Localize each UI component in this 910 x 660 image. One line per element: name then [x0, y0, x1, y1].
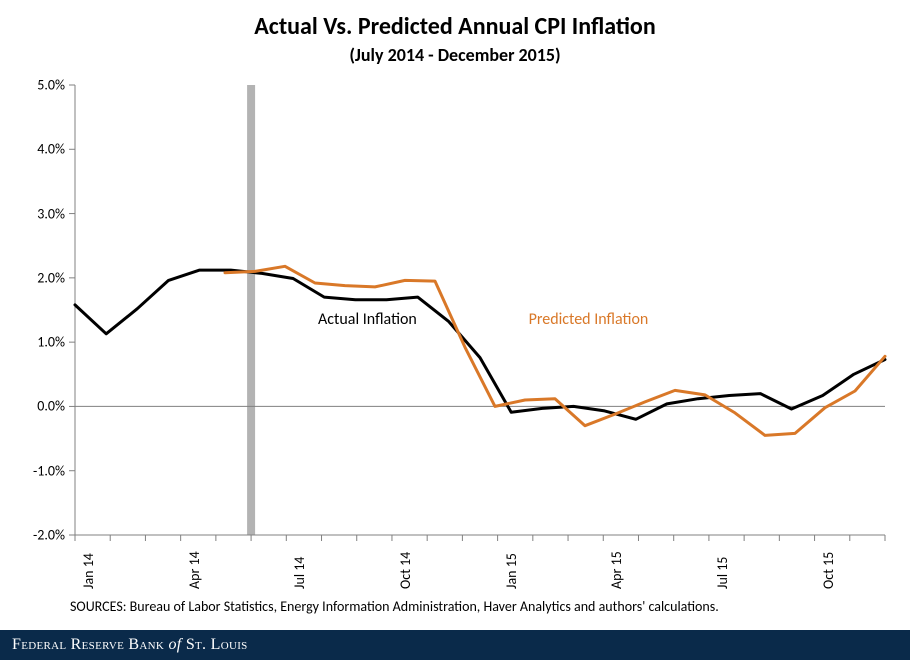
x-tick-label: Oct 15: [820, 552, 837, 589]
y-tick-label: 0.0%: [0, 398, 65, 415]
series-line: [225, 266, 885, 435]
footer-of: of: [168, 636, 181, 653]
x-tick-label: Jul 14: [291, 557, 308, 589]
x-tick-label: Jan 15: [503, 553, 520, 589]
y-tick-label: 3.0%: [0, 205, 65, 222]
x-tick-label: Jul 15: [714, 557, 731, 589]
y-tick-label: 5.0%: [0, 77, 65, 94]
y-tick-label: 4.0%: [0, 141, 65, 158]
x-tick-label: Apr 15: [608, 551, 625, 589]
vertical-marker: [247, 85, 255, 535]
chart-container: Actual Vs. Predicted Annual CPI Inflatio…: [0, 0, 910, 660]
x-tick-label: Jan 14: [80, 553, 97, 589]
footer-bank: Federal Reserve Bank: [12, 636, 164, 653]
y-tick-label: 1.0%: [0, 334, 65, 351]
series-line: [75, 270, 885, 419]
y-tick-label: -2.0%: [0, 527, 65, 544]
x-tick-label: Oct 14: [397, 552, 414, 589]
series-label: Predicted Inflation: [529, 310, 649, 329]
source-citation: SOURCES: Bureau of Labor Statistics, Ene…: [70, 598, 719, 615]
series-label: Actual Inflation: [318, 310, 417, 329]
footer-bar: Federal Reserve Bank of St. Louis: [0, 630, 910, 660]
x-tick-label: Apr 14: [186, 551, 203, 589]
y-tick-label: -1.0%: [0, 462, 65, 479]
chart-plot: [0, 0, 910, 660]
y-tick-label: 2.0%: [0, 269, 65, 286]
footer-city: St. Louis: [186, 636, 248, 653]
